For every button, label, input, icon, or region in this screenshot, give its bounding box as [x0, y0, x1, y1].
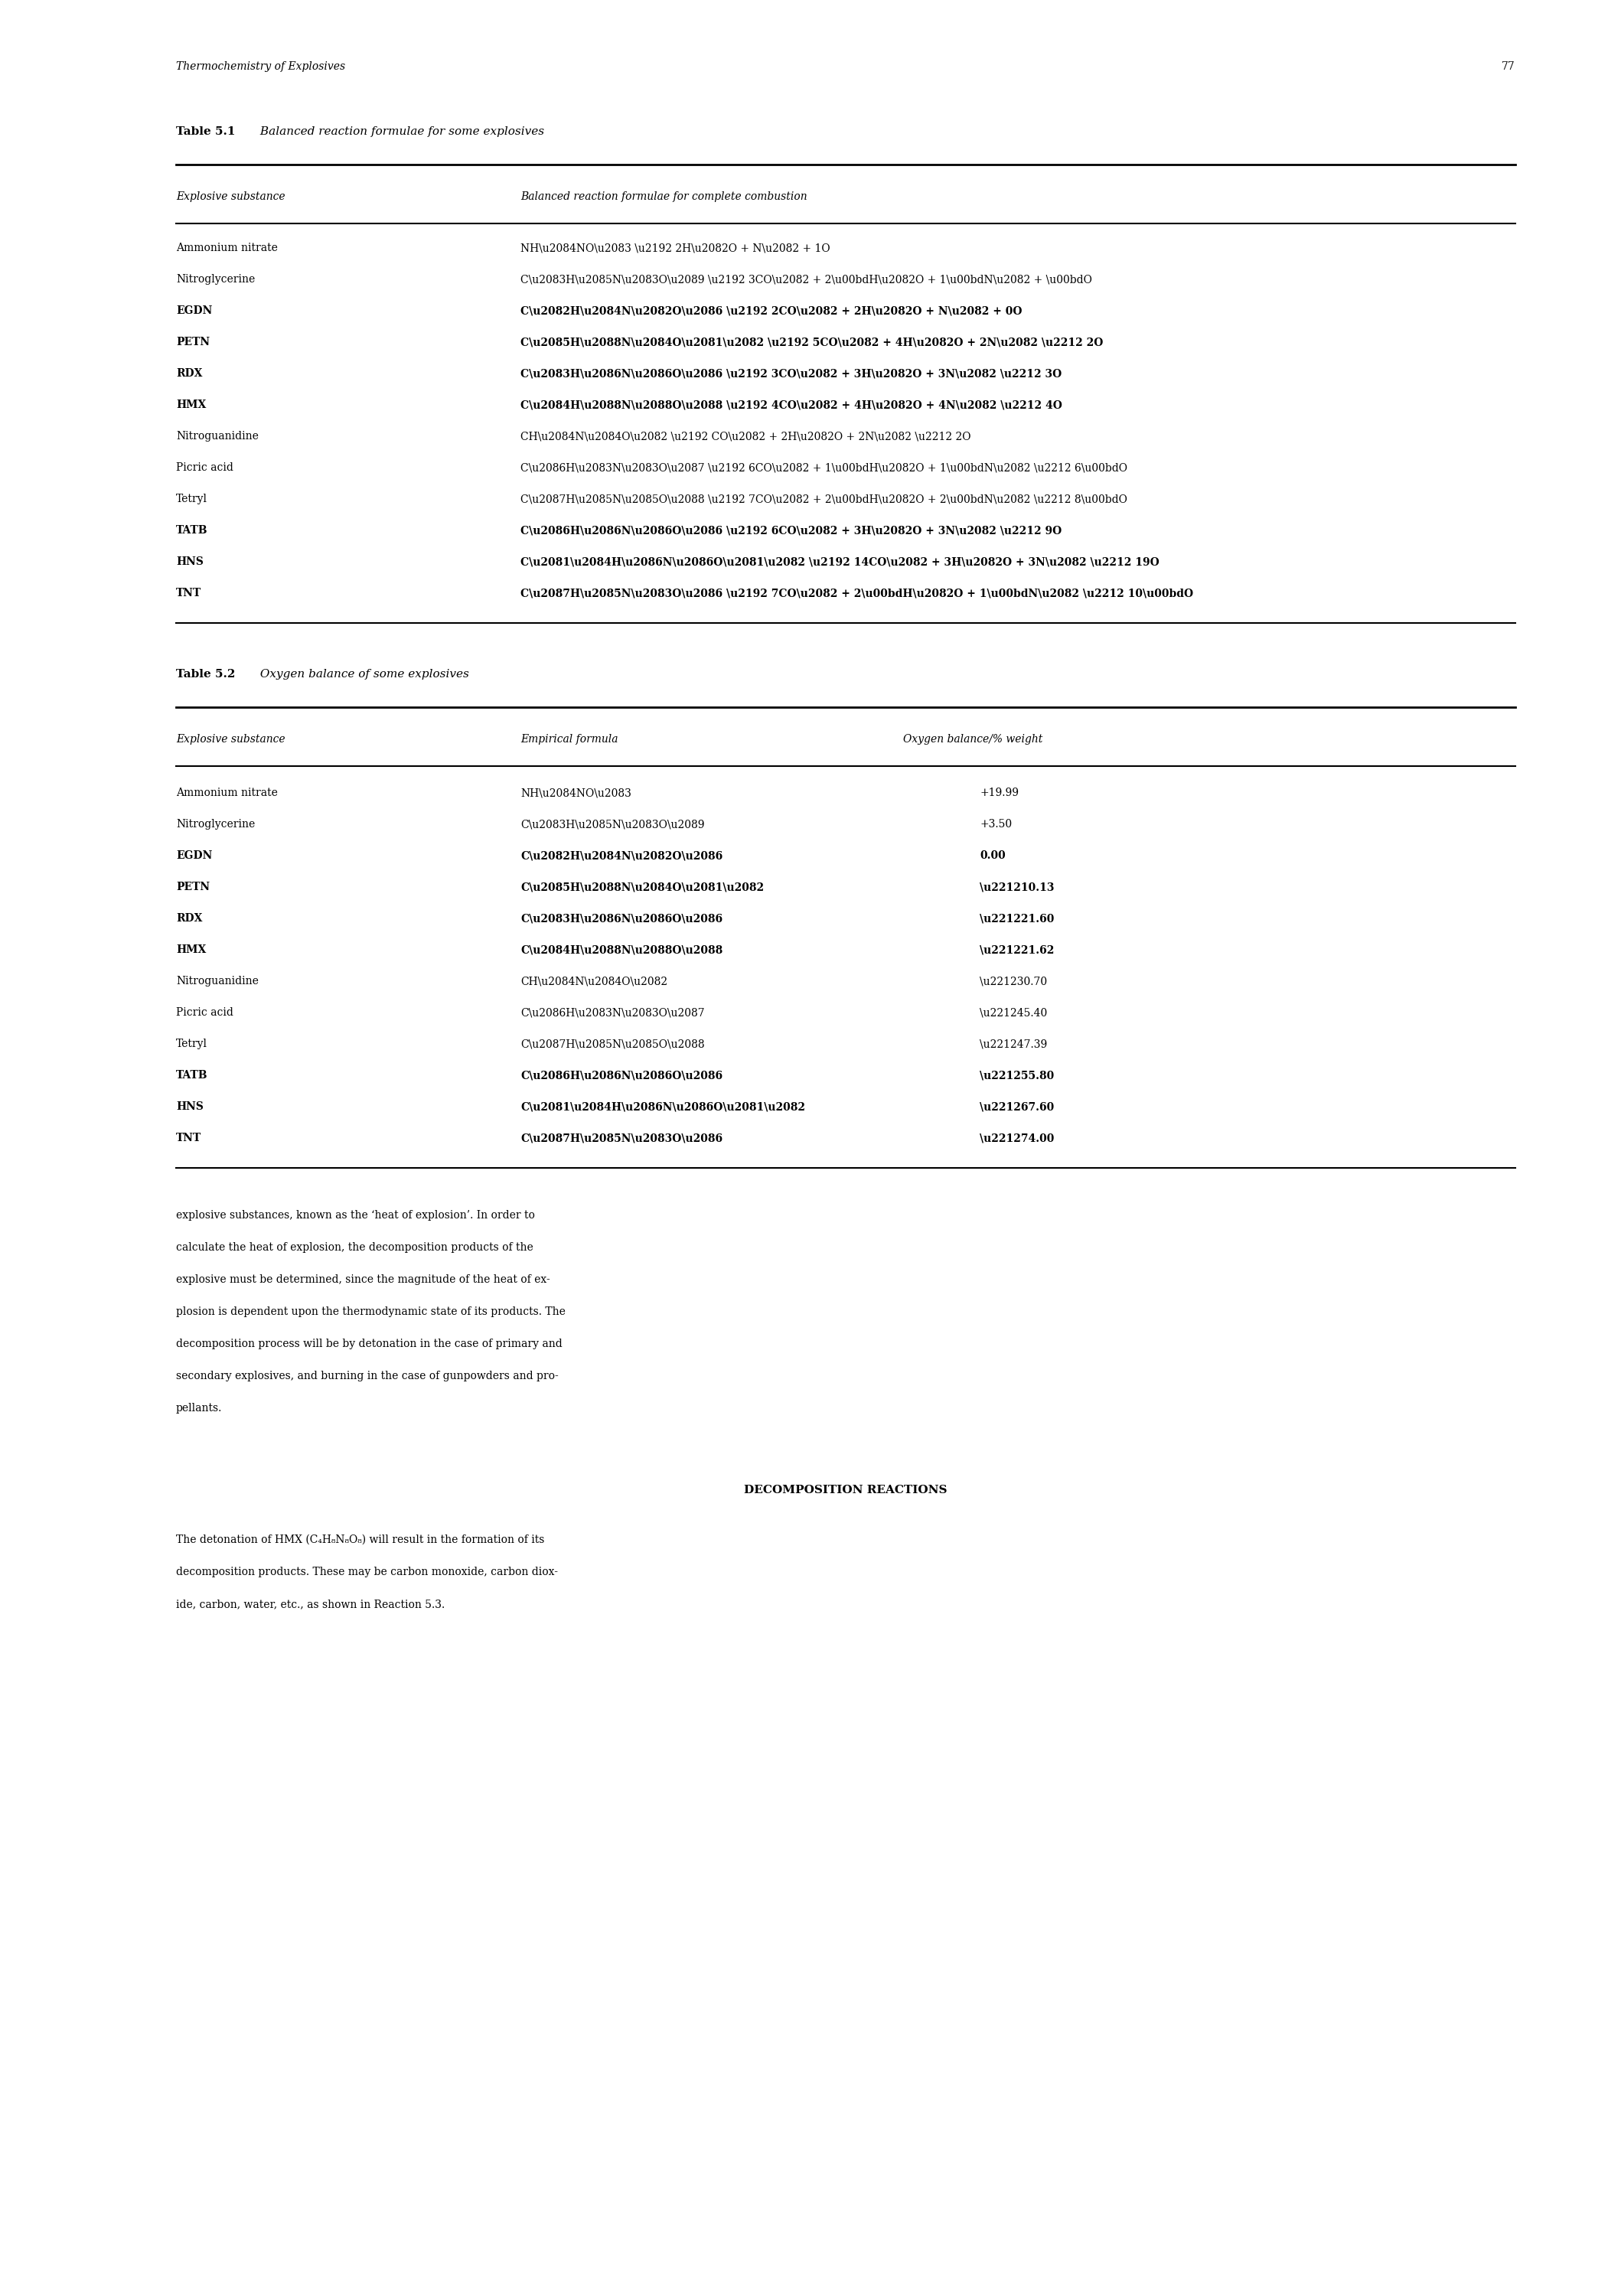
Text: Nitroguanidine: Nitroguanidine	[175, 976, 259, 987]
Text: TATB: TATB	[175, 526, 207, 535]
Text: C\u2084H\u2088N\u2088O\u2088: C\u2084H\u2088N\u2088O\u2088	[521, 944, 722, 955]
Text: HMX: HMX	[175, 944, 206, 955]
Text: HNS: HNS	[175, 1102, 204, 1111]
Text: secondary explosives, and burning in the case of gunpowders and pro-: secondary explosives, and burning in the…	[175, 1371, 558, 1382]
Text: \u221230.70: \u221230.70	[979, 976, 1047, 987]
Text: C\u2083H\u2086N\u2086O\u2086: C\u2083H\u2086N\u2086O\u2086	[521, 914, 722, 923]
Text: C\u2085H\u2088N\u2084O\u2081\u2082 \u2192 5CO\u2082 + 4H\u2082O + 2N\u2082 \u221: C\u2085H\u2088N\u2084O\u2081\u2082 \u219…	[521, 338, 1103, 347]
Text: EGDN: EGDN	[175, 850, 212, 861]
Text: CH\u2084N\u2084O\u2082 \u2192 CO\u2082 + 2H\u2082O + 2N\u2082 \u2212 2O: CH\u2084N\u2084O\u2082 \u2192 CO\u2082 +…	[521, 432, 971, 441]
Text: C\u2084H\u2088N\u2088O\u2088 \u2192 4CO\u2082 + 4H\u2082O + 4N\u2082 \u2212 4O: C\u2084H\u2088N\u2088O\u2088 \u2192 4CO\…	[521, 400, 1063, 411]
Text: TNT: TNT	[175, 1132, 201, 1143]
Text: TATB: TATB	[175, 1070, 207, 1081]
Text: PETN: PETN	[175, 338, 209, 347]
Text: Picric acid: Picric acid	[175, 1008, 233, 1017]
Text: +3.50: +3.50	[979, 820, 1011, 829]
Text: Picric acid: Picric acid	[175, 461, 233, 473]
Text: \u221267.60: \u221267.60	[979, 1102, 1055, 1111]
Text: +19.99: +19.99	[979, 788, 1019, 799]
Text: plosion is dependent upon the thermodynamic state of its products. The: plosion is dependent upon the thermodyna…	[175, 1306, 566, 1318]
Text: ide, carbon, water, etc., as shown in Reaction 5.3.: ide, carbon, water, etc., as shown in Re…	[175, 1598, 445, 1609]
Text: NH\u2084NO\u2083 \u2192 2H\u2082O + N\u2082 + 1O: NH\u2084NO\u2083 \u2192 2H\u2082O + N\u2…	[521, 243, 830, 253]
Text: C\u2087H\u2085N\u2083O\u2086 \u2192 7CO\u2082 + 2\u00bdH\u2082O + 1\u00bdN\u2082: C\u2087H\u2085N\u2083O\u2086 \u2192 7CO\…	[521, 588, 1193, 599]
Text: Nitroglycerine: Nitroglycerine	[175, 273, 256, 285]
Text: C\u2083H\u2086N\u2086O\u2086 \u2192 3CO\u2082 + 3H\u2082O + 3N\u2082 \u2212 3O: C\u2083H\u2086N\u2086O\u2086 \u2192 3CO\…	[521, 367, 1061, 379]
Text: HNS: HNS	[175, 556, 204, 567]
Text: \u221245.40: \u221245.40	[979, 1008, 1047, 1017]
Text: Explosive substance: Explosive substance	[175, 191, 285, 202]
Text: decomposition products. These may be carbon monoxide, carbon diox-: decomposition products. These may be car…	[175, 1566, 558, 1577]
Text: Balanced reaction formulae for complete combustion: Balanced reaction formulae for complete …	[521, 191, 807, 202]
Text: Nitroguanidine: Nitroguanidine	[175, 432, 259, 441]
Text: \u221210.13: \u221210.13	[979, 882, 1055, 893]
Text: C\u2082H\u2084N\u2082O\u2086 \u2192 2CO\u2082 + 2H\u2082O + N\u2082 + 0O: C\u2082H\u2084N\u2082O\u2086 \u2192 2CO\…	[521, 305, 1023, 317]
Text: DECOMPOSITION REACTIONS: DECOMPOSITION REACTIONS	[745, 1486, 947, 1495]
Text: C\u2081\u2084H\u2086N\u2086O\u2081\u2082: C\u2081\u2084H\u2086N\u2086O\u2081\u2082	[521, 1102, 806, 1111]
Text: C\u2087H\u2085N\u2083O\u2086: C\u2087H\u2085N\u2083O\u2086	[521, 1132, 722, 1143]
Text: Oxygen balance of some explosives: Oxygen balance of some explosives	[256, 668, 470, 680]
Text: Tetryl: Tetryl	[175, 1038, 207, 1049]
Text: RDX: RDX	[175, 914, 203, 923]
Text: RDX: RDX	[175, 367, 203, 379]
Text: C\u2086H\u2083N\u2083O\u2087: C\u2086H\u2083N\u2083O\u2087	[521, 1008, 704, 1017]
Text: \u221221.60: \u221221.60	[979, 914, 1055, 923]
Text: Explosive substance: Explosive substance	[175, 735, 285, 744]
Text: TNT: TNT	[175, 588, 201, 599]
Text: C\u2086H\u2086N\u2086O\u2086: C\u2086H\u2086N\u2086O\u2086	[521, 1070, 722, 1081]
Text: Table 5.1: Table 5.1	[175, 126, 235, 138]
Text: The detonation of HMX (C₄H₈N₈O₈) will result in the formation of its: The detonation of HMX (C₄H₈N₈O₈) will re…	[175, 1534, 545, 1545]
Text: C\u2087H\u2085N\u2085O\u2088 \u2192 7CO\u2082 + 2\u00bdH\u2082O + 2\u00bdN\u2082: C\u2087H\u2085N\u2085O\u2088 \u2192 7CO\…	[521, 494, 1127, 505]
Text: C\u2081\u2084H\u2086N\u2086O\u2081\u2082 \u2192 14CO\u2082 + 3H\u2082O + 3N\u208: C\u2081\u2084H\u2086N\u2086O\u2081\u2082…	[521, 556, 1159, 567]
Text: C\u2086H\u2086N\u2086O\u2086 \u2192 6CO\u2082 + 3H\u2082O + 3N\u2082 \u2212 9O: C\u2086H\u2086N\u2086O\u2086 \u2192 6CO\…	[521, 526, 1061, 535]
Text: explosive substances, known as the ‘heat of explosion’. In order to: explosive substances, known as the ‘heat…	[175, 1210, 535, 1221]
Text: C\u2082H\u2084N\u2082O\u2086: C\u2082H\u2084N\u2082O\u2086	[521, 850, 722, 861]
Text: 0.00: 0.00	[979, 850, 1005, 861]
Text: \u221255.80: \u221255.80	[979, 1070, 1055, 1081]
Text: C\u2083H\u2085N\u2083O\u2089: C\u2083H\u2085N\u2083O\u2089	[521, 820, 704, 829]
Text: C\u2083H\u2085N\u2083O\u2089 \u2192 3CO\u2082 + 2\u00bdH\u2082O + 1\u00bdN\u2082: C\u2083H\u2085N\u2083O\u2089 \u2192 3CO\…	[521, 273, 1092, 285]
Text: explosive must be determined, since the magnitude of the heat of ex-: explosive must be determined, since the …	[175, 1274, 550, 1286]
Text: C\u2087H\u2085N\u2085O\u2088: C\u2087H\u2085N\u2085O\u2088	[521, 1038, 704, 1049]
Text: Oxygen balance/% weight: Oxygen balance/% weight	[904, 735, 1042, 744]
Text: Table 5.2: Table 5.2	[175, 668, 235, 680]
Text: HMX: HMX	[175, 400, 206, 411]
Text: NH\u2084NO\u2083: NH\u2084NO\u2083	[521, 788, 632, 799]
Text: Nitroglycerine: Nitroglycerine	[175, 820, 256, 829]
Text: \u221221.62: \u221221.62	[979, 944, 1055, 955]
Text: C\u2085H\u2088N\u2084O\u2081\u2082: C\u2085H\u2088N\u2084O\u2081\u2082	[521, 882, 764, 893]
Text: Balanced reaction formulae for some explosives: Balanced reaction formulae for some expl…	[256, 126, 544, 138]
Text: calculate the heat of explosion, the decomposition products of the: calculate the heat of explosion, the dec…	[175, 1242, 534, 1254]
Text: Ammonium nitrate: Ammonium nitrate	[175, 243, 278, 253]
Text: EGDN: EGDN	[175, 305, 212, 317]
Text: \u221274.00: \u221274.00	[979, 1132, 1055, 1143]
Text: C\u2086H\u2083N\u2083O\u2087 \u2192 6CO\u2082 + 1\u00bdH\u2082O + 1\u00bdN\u2082: C\u2086H\u2083N\u2083O\u2087 \u2192 6CO\…	[521, 461, 1127, 473]
Text: \u221247.39: \u221247.39	[979, 1038, 1047, 1049]
Text: Empirical formula: Empirical formula	[521, 735, 617, 744]
Text: CH\u2084N\u2084O\u2082: CH\u2084N\u2084O\u2082	[521, 976, 667, 987]
Text: Thermochemistry of Explosives: Thermochemistry of Explosives	[175, 62, 346, 71]
Text: 77: 77	[1502, 62, 1515, 71]
Text: Ammonium nitrate: Ammonium nitrate	[175, 788, 278, 799]
Text: pellants.: pellants.	[175, 1403, 222, 1414]
Text: Tetryl: Tetryl	[175, 494, 207, 505]
Text: PETN: PETN	[175, 882, 209, 893]
Text: decomposition process will be by detonation in the case of primary and: decomposition process will be by detonat…	[175, 1339, 563, 1350]
